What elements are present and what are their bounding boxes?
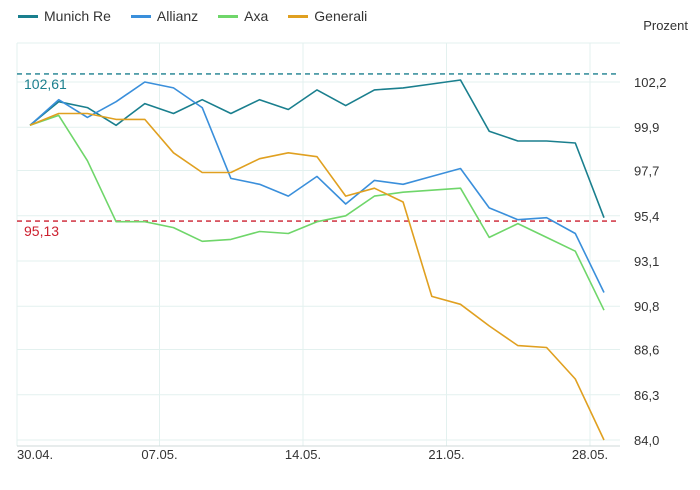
reference-line-label: 95,13 bbox=[24, 223, 59, 239]
legend-swatch bbox=[130, 14, 151, 18]
legend-swatch bbox=[18, 14, 38, 18]
x-tick-label: 30.04. bbox=[17, 447, 53, 462]
x-tick-label: 21.05. bbox=[428, 447, 464, 462]
legend-item[interactable]: Generali bbox=[288, 8, 367, 24]
reference-line-label: 102,61 bbox=[24, 76, 67, 92]
x-tick-label: 07.05. bbox=[141, 447, 177, 462]
legend-item[interactable]: Allianz bbox=[130, 8, 199, 24]
legend-label: Allianz bbox=[156, 8, 199, 24]
legend-item[interactable]: Munich Re bbox=[18, 8, 111, 24]
y-tick-label: 88,6 bbox=[634, 343, 659, 358]
legend-label: Generali bbox=[314, 8, 368, 24]
legend-label: Munich Re bbox=[44, 8, 111, 24]
legend-label: Axa bbox=[244, 8, 269, 24]
y-tick-label: 84,0 bbox=[634, 433, 659, 448]
legend-swatch bbox=[288, 14, 309, 18]
y-tick-label: 95,4 bbox=[634, 209, 659, 224]
series-line bbox=[29, 79, 605, 218]
y-tick-label: 90,8 bbox=[634, 299, 659, 314]
y-tick-label: 97,7 bbox=[634, 164, 659, 179]
legend-item[interactable]: Axa bbox=[218, 8, 268, 24]
y-axis-label: Prozent bbox=[643, 18, 688, 33]
series-line bbox=[29, 112, 605, 441]
x-tick-label: 14.05. bbox=[285, 447, 321, 462]
y-tick-label: 102,2 bbox=[634, 75, 667, 90]
legend: Munich Re Allianz Axa Generali bbox=[18, 8, 367, 24]
x-tick-label: 28.05. bbox=[572, 447, 608, 462]
y-tick-label: 93,1 bbox=[634, 254, 659, 269]
legend-swatch bbox=[218, 14, 239, 18]
series-line bbox=[29, 114, 605, 311]
series-line bbox=[29, 81, 605, 293]
y-tick-label: 99,9 bbox=[634, 120, 659, 135]
y-tick-label: 86,3 bbox=[634, 388, 659, 403]
